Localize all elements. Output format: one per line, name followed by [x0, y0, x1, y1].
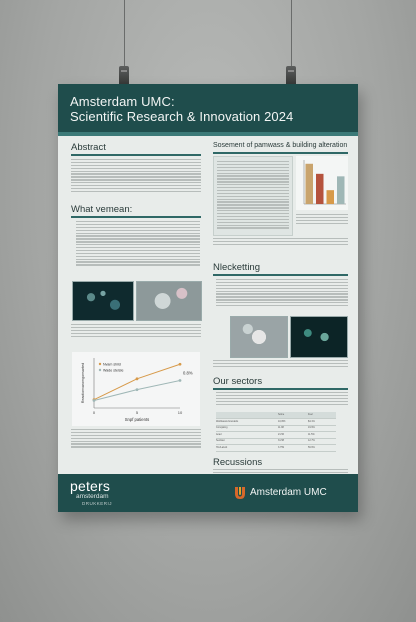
section-title-abstract: Abstract: [71, 142, 106, 153]
microscopy-image-tissue: [136, 281, 202, 321]
poster-title-line1: Amsterdam UMC:: [70, 94, 175, 109]
data-point: [92, 399, 96, 402]
microscopy-image-fluorescent-2: [290, 316, 348, 358]
section-title-sosement: Sosement of pamwass & building alteratio…: [213, 142, 348, 149]
amsterdam-umc-logo-icon: [235, 487, 245, 499]
table-cell: 11.5%: [308, 432, 315, 436]
poster-title-line2: Scientific Research & Innovation 2024: [70, 109, 294, 124]
peters-logo-text: peters: [70, 478, 111, 494]
what-we-mean-list: [76, 221, 200, 277]
table-cell: Wetblassts brandelts: [216, 419, 239, 423]
results-table-panel: [213, 156, 293, 236]
section-rule: [213, 274, 348, 276]
legend-marker: [98, 368, 102, 372]
table-cell: Connjating: [216, 426, 228, 430]
section-rule: [213, 152, 348, 154]
table-header-cell: Fuel: [308, 413, 313, 416]
section-rule: [71, 154, 201, 156]
table-cell: 3.759: [278, 446, 284, 449]
recussions-body: [213, 469, 348, 475]
table-row: Sectlast 31.58 12.7%: [216, 438, 336, 446]
hanging-wire-right: [291, 0, 292, 70]
table-cell: Acad: [216, 432, 222, 436]
chart-caption: [71, 429, 201, 455]
hanging-wire-left: [124, 0, 125, 70]
table-header-row: Some Fuel: [216, 412, 336, 419]
bar: [337, 176, 345, 204]
table-cell: 10,053: [278, 419, 286, 423]
table-row: Acad 21.56 11.5%: [216, 432, 336, 439]
poster-header: Amsterdam UMC: Scientific Research & Inn…: [58, 84, 358, 132]
nlecketting-caption: [213, 360, 348, 372]
table-cell: 31.58: [278, 439, 284, 443]
data-point: [178, 379, 182, 382]
nlecketting-list: [216, 279, 348, 313]
x-tick-label: 10: [178, 410, 183, 415]
microscopy-image-cells: [230, 316, 288, 358]
section-title-nlecketting: Nlecketting: [213, 262, 260, 273]
x-tick-label: 5: [136, 410, 139, 415]
table-row: Connjating 11.98 19.9%: [216, 425, 336, 433]
abstract-body: [71, 159, 201, 199]
poster-title: Amsterdam UMC: Scientific Research & Inn…: [70, 94, 293, 124]
amsterdam-umc-logo-text: Amsterdam UMC: [250, 487, 327, 498]
legend-marker: [98, 362, 102, 366]
section-rule: [213, 388, 348, 390]
bar: [316, 173, 324, 204]
poster: Amsterdam UMC: Scientific Research & Inn…: [58, 84, 358, 512]
y-axis-label: Reactionvaromgonsarted: [81, 363, 85, 403]
table-cell: Hm/Lazwit: [216, 446, 228, 449]
x-axis-label: Snpf patients: [125, 417, 149, 422]
bar-chart-caption: [296, 214, 348, 232]
table-row: Hm/Lazwit 3.759 56.6%: [216, 445, 336, 452]
legend-label: Nvam shild: [103, 362, 121, 366]
table-cell: 19.9%: [308, 426, 315, 430]
table-cell: 56.6%: [308, 446, 315, 449]
section-title-what-we-mean: What vemean:: [71, 204, 133, 215]
data-point: [135, 388, 139, 392]
figure-caption: [71, 324, 201, 344]
table-cell: Sectlast: [216, 439, 225, 443]
binder-clip-left: [119, 66, 129, 88]
peters-logo-tagline: DRUKKERIJ: [82, 501, 113, 506]
x-tick-label: 0: [93, 410, 96, 415]
bar: [305, 163, 313, 204]
data-point: [178, 362, 182, 366]
section-rule: [71, 216, 201, 218]
table-header-cell: Some: [278, 413, 285, 416]
table-cell: 21.56: [278, 432, 284, 436]
legend-label: Wade stelsle: [103, 368, 123, 372]
sosement-caption: [213, 238, 348, 254]
bar: [326, 190, 334, 204]
chart-annotation: 0.8%: [183, 370, 193, 375]
poster-footer: peters amsterdam DRUKKERIJ Amsterdam UMC: [58, 474, 358, 512]
peters-logo-subtitle: amsterdam: [76, 493, 109, 500]
header-band: [58, 132, 358, 136]
section-title-our-sectors: Our sectors: [213, 376, 263, 387]
table-cell: 11.98: [278, 426, 284, 430]
microscopy-image-fluorescent: [72, 281, 134, 321]
data-point: [135, 377, 139, 381]
bar-chart: [296, 156, 348, 210]
sectors-table: Some Fuel Wetblassts brandelts 10,053 $4.1% C…: [216, 412, 336, 452]
our-sectors-list: [216, 392, 348, 410]
line-chart: 0 5 10 Snpf patients Reactionvaromgonsarted N…: [72, 352, 200, 426]
binder-clip-right: [286, 66, 296, 88]
section-title-recussions: Recussions: [213, 457, 263, 468]
table-cell: 12.7%: [308, 439, 315, 443]
table-cell: $4.1%: [308, 419, 315, 423]
table-row: Wetblassts brandelts 10,053 $4.1%: [216, 419, 336, 426]
